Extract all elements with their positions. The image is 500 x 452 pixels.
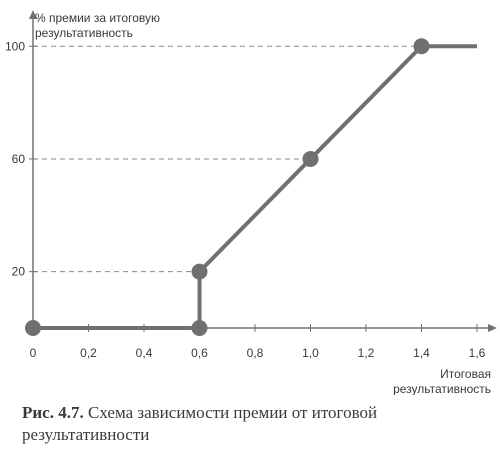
y-axis-arrow-icon bbox=[29, 10, 37, 19]
data-point-marker bbox=[413, 38, 430, 55]
x-axis-title-line: Итоговая bbox=[440, 367, 491, 381]
data-point-marker bbox=[191, 263, 208, 280]
x-axis-arrow-icon bbox=[488, 324, 497, 332]
x-tick-label: 1,4 bbox=[413, 346, 430, 360]
y-axis-title-line: результативность bbox=[35, 26, 133, 40]
series-line bbox=[33, 44, 477, 330]
y-axis-title-line: % премии за итоговую bbox=[35, 11, 160, 25]
y-tick-label: 60 bbox=[12, 152, 26, 166]
data-point-marker bbox=[25, 320, 41, 336]
x-tick-label: 1,6 bbox=[469, 346, 486, 360]
caption-label: Рис. 4.7. bbox=[22, 403, 84, 422]
chart: 0 0,2 0,4 0,6 0,8 1,0 1,2 1,4 1,6 20 60 100 % премии… bbox=[5, 10, 497, 395]
x-tick-label: 1,2 bbox=[358, 346, 375, 360]
x-axis-title-line: результативность bbox=[393, 382, 491, 395]
caption-text: Схема зависимости премии от итоговой рез… bbox=[22, 403, 378, 444]
x-tick-label: 0,4 bbox=[136, 346, 153, 360]
y-tick-label: 100 bbox=[5, 39, 25, 53]
x-tick-label: 0,2 bbox=[80, 346, 97, 360]
y-tick-label: 20 bbox=[12, 265, 26, 279]
x-tick-label: 0,6 bbox=[191, 346, 208, 360]
x-tick-label: 0,8 bbox=[247, 346, 264, 360]
x-tick-label: 0 bbox=[30, 346, 37, 360]
data-point-marker bbox=[302, 150, 319, 167]
figure-caption: Рис. 4.7. Схема зависимости премии от ит… bbox=[22, 402, 492, 446]
data-point-marker bbox=[191, 320, 208, 336]
x-tick-label: 1,0 bbox=[302, 346, 319, 360]
